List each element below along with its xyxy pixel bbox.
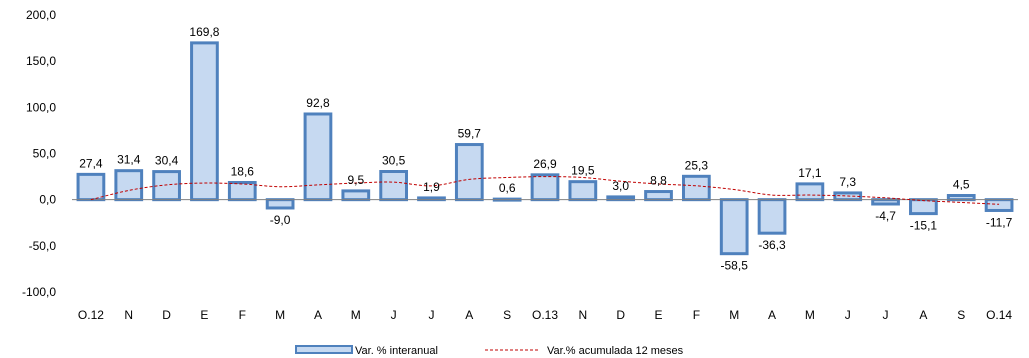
bar [795, 182, 825, 202]
x-tick-label: J [883, 308, 889, 322]
x-tick-label: N [124, 308, 133, 322]
data-label: 30,5 [382, 154, 406, 168]
x-tick-label: O.13 [532, 308, 558, 322]
bar [530, 173, 560, 202]
x-tick-label: M [805, 308, 815, 322]
x-tick-label: F [693, 308, 700, 322]
x-tick-label: N [579, 308, 588, 322]
x-tick-label: D [162, 308, 171, 322]
x-tick-label: E [200, 308, 208, 322]
bar [190, 41, 219, 202]
cumulative-line [90, 176, 1000, 205]
x-tick-label: J [428, 308, 434, 322]
bar [719, 198, 749, 256]
x-tick-label: S [957, 308, 965, 322]
x-tick-label: A [919, 308, 927, 322]
bar [114, 169, 144, 202]
data-label: -9,0 [270, 213, 291, 227]
x-tick-label: A [465, 308, 473, 322]
data-label: -36,3 [758, 238, 786, 252]
y-tick-label: -50,0 [29, 239, 57, 253]
data-label: 92,8 [306, 96, 330, 110]
x-axis-ticks: O.12 N D E F M A M J J A S O.13 N D E F M A M J J A S O.14 [78, 308, 1013, 322]
data-label: -58,5 [721, 259, 749, 273]
y-tick-label: 200,0 [26, 8, 56, 22]
y-axis-ticks: -100,0 -50,0 0,0 50,0 100,0 150,0 200,0 [22, 8, 56, 299]
data-label: 25,3 [685, 158, 709, 172]
bar [265, 198, 295, 210]
data-label: 9,5 [347, 173, 364, 187]
bar-series [76, 41, 1014, 256]
bar [379, 170, 409, 202]
x-tick-label: D [616, 308, 625, 322]
data-label: -11,7 [986, 215, 1013, 229]
bar [946, 194, 976, 202]
data-label: 8,8 [650, 174, 667, 188]
x-tick-label: O.12 [78, 308, 104, 322]
data-label: 27,4 [79, 156, 103, 170]
bar [303, 112, 333, 202]
data-label: 18,6 [231, 164, 255, 178]
x-tick-label: O.14 [986, 308, 1012, 322]
data-label: 30,4 [155, 154, 179, 168]
x-tick-label: E [655, 308, 663, 322]
x-tick-label: S [503, 308, 511, 322]
bar [681, 174, 711, 202]
bar [568, 180, 598, 202]
data-label: 4,5 [953, 178, 970, 192]
bar [76, 172, 106, 202]
data-label: 26,9 [533, 157, 557, 171]
x-tick-label: J [391, 308, 397, 322]
bar [152, 170, 181, 202]
data-label: -15,1 [910, 219, 938, 233]
x-tick-label: M [275, 308, 285, 322]
data-label: 59,7 [458, 127, 482, 141]
y-tick-label: -100,0 [22, 285, 56, 299]
data-label: 31,4 [117, 153, 141, 167]
data-label: 169,8 [189, 25, 219, 39]
x-tick-label: A [768, 308, 776, 322]
bar [757, 198, 787, 235]
y-tick-label: 150,0 [26, 54, 56, 68]
data-label: 3,0 [612, 179, 629, 193]
data-label: 7,3 [839, 175, 856, 189]
legend-label-bar: Var. % interanual [355, 345, 438, 357]
x-tick-label: M [729, 308, 739, 322]
bar [909, 198, 938, 216]
x-tick-label: F [239, 308, 246, 322]
bar [871, 198, 900, 206]
x-tick-label: J [845, 308, 851, 322]
data-label: 0,6 [499, 181, 516, 195]
x-tick-label: M [351, 308, 361, 322]
legend-swatch-bar [295, 345, 353, 354]
legend-label-line: Var.% acumulada 12 meses [547, 345, 684, 357]
bar [984, 198, 1014, 212]
data-labels: 27,4 31,4 30,4 169,8 18,6 -9,0 92,8 9,5 30,5 1,9 5… [79, 25, 1012, 273]
legend: Var. % interanual Var.% acumulada 12 mes… [295, 345, 684, 357]
data-label: -4,7 [875, 209, 896, 223]
y-tick-label: 50,0 [33, 147, 57, 161]
y-tick-label: 100,0 [26, 100, 56, 114]
data-label: 19,5 [571, 164, 595, 178]
bar [454, 143, 484, 202]
data-label: 1,9 [423, 180, 440, 194]
bar [644, 190, 673, 202]
bar [341, 189, 371, 202]
y-tick-label: 0,0 [39, 193, 56, 207]
data-label: 17,1 [798, 166, 822, 180]
x-tick-label: A [314, 308, 322, 322]
